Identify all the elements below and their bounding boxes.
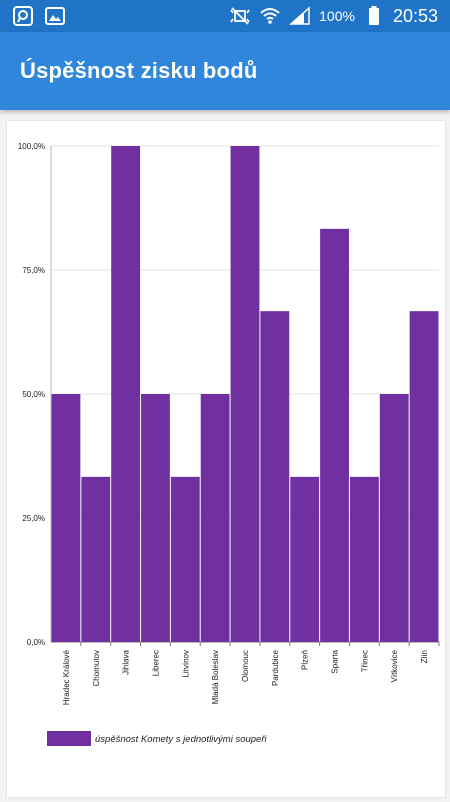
bar bbox=[111, 146, 141, 642]
status-bar: 100% 20:53 bbox=[0, 0, 450, 32]
bar bbox=[260, 311, 290, 642]
battery-percent: 100% bbox=[319, 8, 355, 24]
bar bbox=[349, 476, 379, 642]
mute-icon bbox=[229, 6, 251, 26]
x-tick-label: Chomutov bbox=[92, 650, 101, 686]
x-tick-label: Liberec bbox=[151, 650, 160, 676]
x-tick-label: Olomouc bbox=[241, 650, 250, 682]
legend-label: úspěšnost Komety s jednotlivými soupeři bbox=[95, 734, 267, 745]
x-tick-label: Mladá Boleslav bbox=[211, 650, 220, 704]
x-tick-label: Sparta bbox=[331, 649, 340, 673]
x-tick-label: Vítkovice bbox=[390, 649, 399, 682]
x-tick-label: Jihlava bbox=[122, 649, 131, 674]
bar bbox=[409, 311, 439, 642]
bar bbox=[320, 228, 349, 642]
image-notification-icon bbox=[44, 6, 66, 26]
wifi-icon bbox=[259, 6, 281, 26]
bar bbox=[141, 394, 170, 642]
y-tick-label: 25,0% bbox=[22, 514, 45, 523]
y-tick-label: 0,0% bbox=[27, 638, 45, 647]
bar bbox=[230, 146, 260, 642]
app-bar: Úspěšnost zisku bodů bbox=[0, 32, 450, 110]
bar bbox=[200, 394, 230, 642]
x-tick-label: Litvínov bbox=[181, 650, 190, 678]
x-tick-label: Plzeň bbox=[301, 650, 310, 670]
y-tick-label: 100,0% bbox=[18, 142, 45, 151]
signal-icon bbox=[289, 6, 311, 26]
x-tick-label: Zlín bbox=[420, 650, 429, 663]
bar bbox=[290, 476, 320, 642]
bar bbox=[51, 394, 81, 642]
page-title: Úspěšnost zisku bodů bbox=[20, 58, 258, 83]
bar bbox=[170, 476, 200, 642]
legend-swatch bbox=[47, 731, 91, 746]
y-tick-label: 75,0% bbox=[22, 266, 45, 275]
y-tick-label: 50,0% bbox=[22, 390, 45, 399]
bar-chart: 0,0% 25,0% 50,0% 75,0% 100,0% Hradec Králové C… bbox=[18, 142, 440, 746]
x-tick-label: Hradec Králové bbox=[62, 649, 71, 705]
bar bbox=[81, 476, 111, 642]
bar bbox=[379, 394, 409, 642]
chart-card: 0,0% 25,0% 50,0% 75,0% 100,0% Hradec Králové C… bbox=[6, 120, 446, 798]
x-tick-label: Pardubice bbox=[271, 649, 280, 686]
clock: 20:53 bbox=[392, 5, 438, 26]
app-notification-icon bbox=[12, 6, 34, 26]
x-tick-label: Třinec bbox=[360, 650, 369, 672]
battery-icon bbox=[363, 6, 385, 26]
